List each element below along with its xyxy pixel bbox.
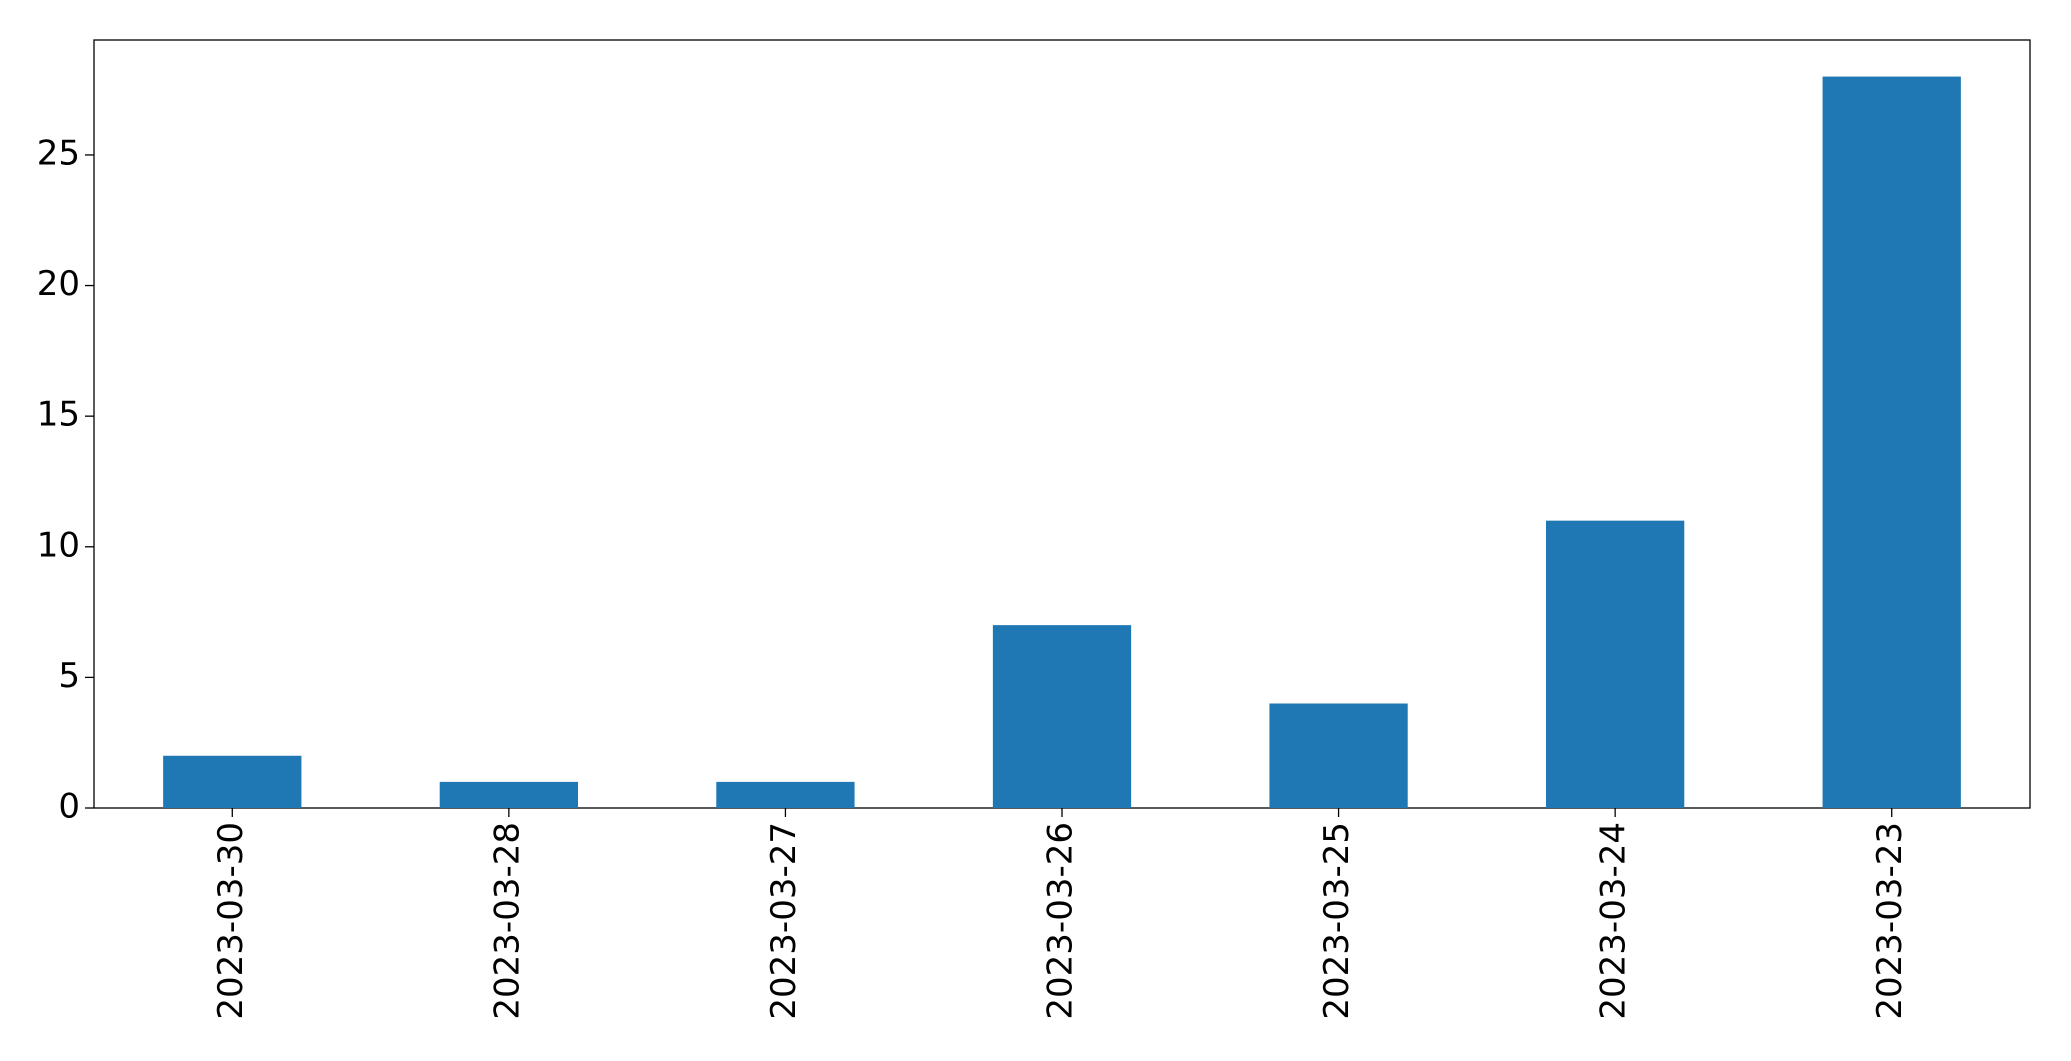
x-tick-label: 2023-03-23 xyxy=(1870,822,1910,1020)
bar xyxy=(1546,520,1685,808)
x-tick-label: 2023-03-28 xyxy=(487,822,527,1020)
x-tick-label: 2023-03-27 xyxy=(764,822,804,1020)
bar xyxy=(439,781,578,808)
bar xyxy=(1269,703,1408,808)
x-tick-label: 2023-03-24 xyxy=(1594,822,1634,1020)
y-tick-label: 0 xyxy=(58,787,80,827)
bar xyxy=(716,781,855,808)
bar xyxy=(992,625,1132,808)
bar xyxy=(1822,76,1961,809)
x-tick-label: 2023-03-30 xyxy=(211,822,251,1020)
y-tick-label: 10 xyxy=(37,525,80,565)
bar xyxy=(163,755,302,808)
y-tick-label: 15 xyxy=(37,395,80,435)
x-tick-label: 2023-03-26 xyxy=(1041,822,1081,1020)
y-tick-label: 5 xyxy=(58,656,80,696)
y-tick-label: 25 xyxy=(37,133,80,173)
x-tick-label: 2023-03-25 xyxy=(1317,822,1357,1020)
y-tick-label: 20 xyxy=(37,264,80,304)
